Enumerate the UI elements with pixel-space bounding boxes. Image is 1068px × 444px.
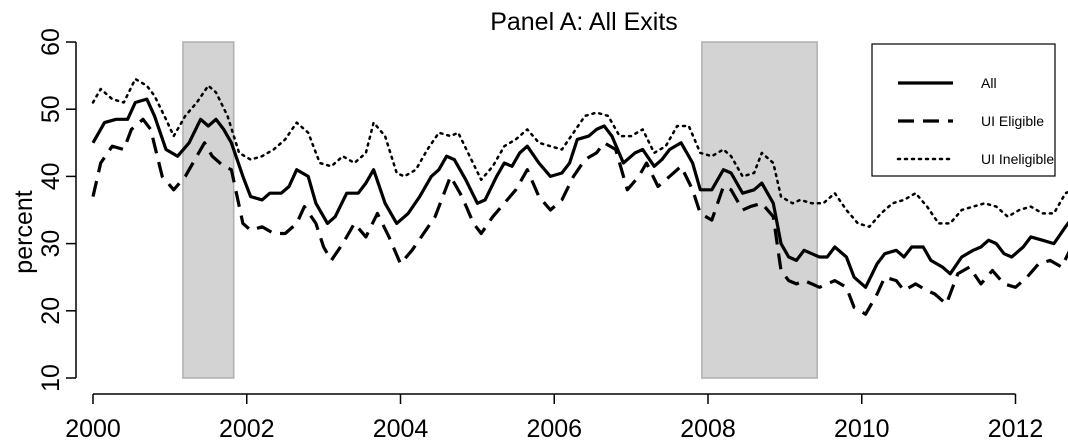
legend-label-all: All <box>981 75 997 91</box>
recession-bands <box>182 41 818 379</box>
y-axis-label: percent <box>10 190 38 273</box>
x-tick-label-2000: 2000 <box>65 415 121 443</box>
x-tick-label-2006: 2006 <box>526 415 582 443</box>
series-line-all <box>91 97 1068 289</box>
legend-label-ui-ineligible: UI Ineligible <box>981 151 1054 167</box>
legend: All UI Eligible UI Ineligible <box>871 43 1056 177</box>
x-tick-label-2002: 2002 <box>219 415 275 443</box>
recession-band-2 <box>701 41 818 379</box>
legend-label-ui-eligible: UI Eligible <box>981 113 1044 129</box>
chart-title: Panel A: All Exits <box>490 8 678 36</box>
y-tick-label-20: 20 <box>37 297 65 325</box>
series-line-ui-ineligible <box>91 77 1068 229</box>
axes: 2000 2002 2004 2006 2008 2010 2012 10 20 30 40 50 60 <box>37 28 1043 443</box>
x-tick-label-2008: 2008 <box>680 415 736 443</box>
series-lines <box>91 77 1068 316</box>
series-line-ui-eligible <box>91 117 1068 316</box>
y-tick-label-50: 50 <box>37 95 65 123</box>
y-tick-label-40: 40 <box>37 162 65 190</box>
y-tick-label-10: 10 <box>37 364 65 392</box>
recession-band-1 <box>182 41 235 379</box>
y-tick-label-30: 30 <box>37 230 65 258</box>
x-tick-label-2010: 2010 <box>834 415 890 443</box>
legend-box <box>871 43 1056 177</box>
x-tick-label-2004: 2004 <box>373 415 429 443</box>
x-tick-label-2012: 2012 <box>988 415 1044 443</box>
y-tick-label-60: 60 <box>37 28 65 56</box>
